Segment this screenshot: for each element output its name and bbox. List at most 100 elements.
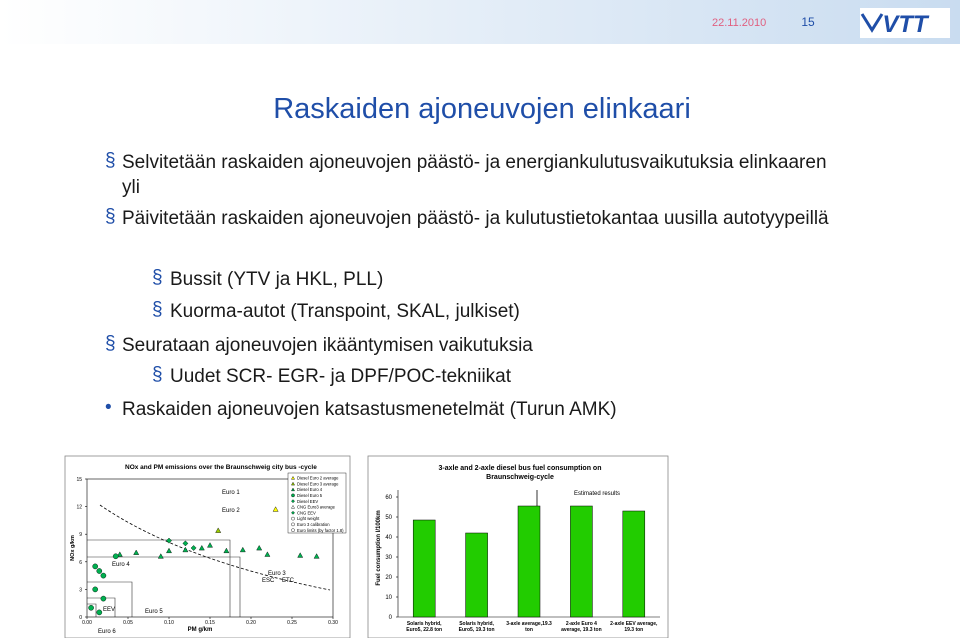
logo: VTT bbox=[882, 11, 930, 38]
marker bbox=[116, 551, 123, 557]
x-tick-label: 0.05 bbox=[123, 620, 133, 626]
header-band bbox=[0, 0, 960, 44]
y-tick-label: 3 bbox=[79, 587, 82, 593]
bullet-marker: § bbox=[152, 267, 163, 288]
legend-label: Euro 3 calibration bbox=[297, 522, 330, 527]
annotation: Euro 6 bbox=[98, 629, 116, 635]
marker bbox=[88, 605, 94, 611]
x-tick-label: 0.25 bbox=[287, 620, 297, 626]
legend-label: Light weight bbox=[297, 516, 320, 521]
marker bbox=[297, 552, 304, 558]
x-tick-label: 0.00 bbox=[82, 620, 92, 626]
chart-title: 3-axle and 2-axle diesel bus fuel consum… bbox=[438, 465, 602, 481]
annotation: Euro 5 bbox=[145, 609, 163, 615]
marker bbox=[291, 499, 295, 504]
bullet-text: Seurataan ajoneuvojen ikääntymisen vaiku… bbox=[122, 335, 533, 356]
legend-label: Diesel Euro 3 average bbox=[297, 481, 339, 486]
marker bbox=[190, 545, 197, 551]
y-tick-label: 15 bbox=[76, 477, 82, 483]
chart-title: NOx and PM emissions over the Braunschwe… bbox=[125, 464, 317, 471]
bullet-text: Päivitetään raskaiden ajoneuvojen päästö… bbox=[122, 208, 829, 229]
y-tick-label: 10 bbox=[385, 595, 392, 601]
marker bbox=[96, 568, 103, 574]
annotation: Euro 2 bbox=[222, 508, 240, 514]
bullet-marker: § bbox=[152, 299, 163, 320]
y-axis-label: NOx g/km bbox=[70, 535, 76, 561]
legend-label: Euro limits (by factor 1.8) bbox=[297, 528, 344, 533]
x-tick-label: 2-axle EEV average, 19.3 ton bbox=[610, 621, 658, 633]
marker bbox=[112, 553, 119, 560]
bullet-marker: § bbox=[152, 364, 163, 385]
legend-label: CNG EEV bbox=[297, 510, 316, 515]
marker bbox=[223, 547, 230, 554]
annotation: Euro 3 bbox=[268, 571, 286, 577]
legend-label: Diesel Euro 2 average bbox=[297, 476, 339, 481]
bullet-marker: • bbox=[105, 397, 112, 418]
slide-title: Raskaiden ajoneuvojen elinkaari bbox=[273, 93, 691, 125]
limit-lines bbox=[87, 539, 241, 617]
marker bbox=[92, 563, 98, 570]
marker bbox=[215, 527, 222, 533]
bullet-text: Kuorma-autot (Transpoint, SKAL, julkiset… bbox=[170, 301, 520, 322]
x-tick-label: 0.20 bbox=[246, 620, 256, 626]
x-tick-label: Solaris hybrid, Euro5, 19.3 ton bbox=[458, 621, 495, 633]
annotation: Euro 4 bbox=[112, 562, 130, 568]
y-tick-label: 50 bbox=[385, 515, 392, 521]
x-tick-label: 0.30 bbox=[328, 620, 338, 626]
marker bbox=[92, 586, 98, 593]
marker bbox=[182, 546, 189, 553]
page-number: 15 bbox=[801, 15, 815, 29]
marker bbox=[272, 506, 279, 512]
x-tick-label: 0.15 bbox=[205, 620, 215, 626]
marker bbox=[96, 609, 103, 616]
y-tick-label: 6 bbox=[79, 560, 82, 566]
annotation: ETC bbox=[282, 578, 295, 584]
logo-mark bbox=[860, 13, 884, 33]
marker bbox=[313, 553, 320, 559]
date: 22.11.2010 bbox=[712, 17, 766, 29]
y-tick-label: 60 bbox=[385, 495, 392, 501]
marker bbox=[291, 475, 295, 480]
annotation: ESC bbox=[262, 578, 275, 584]
bullet-marker: § bbox=[105, 206, 116, 227]
legend-label: CNG Euro3 average bbox=[297, 505, 336, 510]
y-tick-label: 20 bbox=[385, 575, 392, 581]
marker bbox=[291, 487, 295, 492]
marker bbox=[133, 549, 140, 555]
marker bbox=[100, 595, 107, 602]
marker bbox=[291, 504, 295, 509]
y-tick-label: 12 bbox=[76, 505, 82, 511]
bar bbox=[412, 519, 436, 618]
annotation: EEV bbox=[103, 607, 115, 613]
marker bbox=[166, 537, 172, 544]
marker bbox=[239, 546, 246, 553]
x-axis-label: PM g/km bbox=[188, 627, 213, 633]
bullet-text: Raskaiden ajoneuvojen katsastusmenetelmä… bbox=[122, 399, 617, 420]
marker bbox=[291, 522, 295, 527]
y-tick-label: 0 bbox=[389, 615, 393, 621]
marker bbox=[291, 481, 295, 486]
marker bbox=[291, 516, 295, 521]
y-tick-label: 9 bbox=[79, 532, 82, 538]
legend-label: Diesel Euro 4 bbox=[297, 487, 323, 492]
bullet-text: Uudet SCR- EGR- ja DPF/POC-tekniikat bbox=[170, 366, 512, 387]
x-tick-label: 2-axle Euro 4 average, 19.3 ton bbox=[561, 621, 602, 633]
marker bbox=[291, 493, 295, 498]
bullet-marker: § bbox=[105, 333, 116, 354]
y-tick-label: 30 bbox=[385, 555, 392, 561]
marker bbox=[157, 553, 164, 559]
bar bbox=[622, 510, 646, 618]
annotation: Estimated results bbox=[574, 491, 620, 497]
x-tick-label: Solaris hybrid, Euro5, 22.8 ton bbox=[406, 621, 443, 633]
x-tick-label: 3-axle average,19.3 ton bbox=[506, 621, 552, 633]
marker bbox=[198, 544, 205, 551]
marker bbox=[264, 551, 271, 557]
bullet-marker: § bbox=[105, 150, 116, 171]
marker bbox=[291, 510, 295, 515]
x-tick-label: 0.10 bbox=[164, 620, 174, 626]
marker bbox=[100, 572, 107, 579]
legend-box bbox=[287, 472, 347, 534]
marker bbox=[166, 547, 172, 554]
